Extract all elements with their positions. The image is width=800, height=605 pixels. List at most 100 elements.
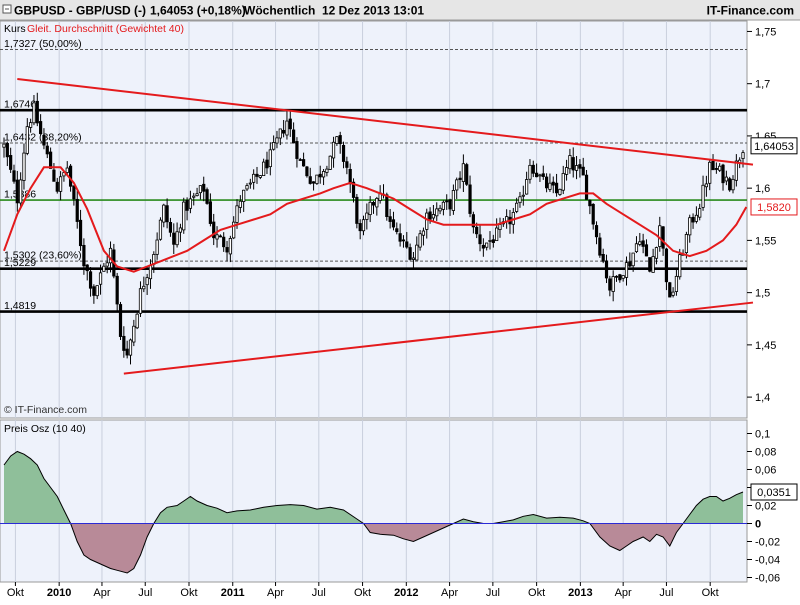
candle-body	[471, 214, 475, 228]
candle-body	[285, 120, 289, 136]
candle-body	[641, 240, 645, 247]
osc-y-tick-label: 0,06	[755, 465, 776, 477]
candle-body	[654, 247, 659, 259]
candle-body	[574, 165, 579, 171]
candle-body	[295, 141, 299, 159]
y-tick-label: 1,6	[755, 183, 770, 195]
y-tick-label: 1,5	[755, 288, 770, 300]
candle-body	[278, 128, 282, 139]
y-tick-label: 1,7	[755, 79, 770, 91]
candle-body	[72, 185, 76, 200]
candle-body	[721, 164, 725, 184]
candle-body	[458, 177, 462, 180]
osc-y-tick-label: -0,06	[755, 573, 780, 585]
x-tick-label: 2010	[47, 587, 71, 599]
candle-body	[222, 236, 226, 248]
candle-body	[82, 244, 86, 267]
candle-body	[455, 179, 459, 191]
candle-body	[431, 214, 436, 219]
y-tick-label: 1,4	[755, 392, 770, 404]
candle-body	[528, 164, 532, 180]
candle-body	[49, 151, 53, 169]
candle-body	[2, 143, 6, 148]
candle-body	[691, 216, 695, 223]
candle-body	[631, 252, 635, 267]
candle-body	[611, 276, 615, 292]
level-label: 1,7327 (50,00%)	[4, 38, 82, 50]
candle-body	[311, 181, 316, 184]
candle-body	[305, 166, 309, 177]
candle-body	[65, 167, 69, 173]
oscillator-last-badge	[750, 483, 798, 501]
candle-body	[125, 348, 129, 356]
x-tick-label: Apr	[267, 587, 284, 599]
candle-body	[35, 100, 39, 124]
candle-body	[338, 135, 342, 145]
candle-body	[544, 176, 549, 189]
candle-body	[235, 205, 239, 223]
candle-body	[584, 174, 589, 200]
legend-kurs-label: Kurs	[4, 23, 26, 35]
candle-body	[741, 152, 745, 159]
candle-body	[265, 159, 269, 169]
candle-body	[105, 262, 109, 267]
candle-body	[345, 161, 349, 168]
oscillator-grid	[14, 420, 711, 582]
level-label: 1,5229	[4, 257, 36, 269]
candle-body	[445, 200, 449, 203]
candle-body	[465, 164, 469, 185]
x-tick-label: Okt	[528, 587, 545, 599]
candle-body	[385, 194, 389, 217]
header-price: 1,64053 (+0,18%)	[150, 4, 246, 18]
candle-body	[158, 219, 163, 240]
candle-body	[475, 226, 479, 235]
candle-body	[538, 174, 542, 177]
candle-body	[55, 181, 59, 192]
level-label: 1,5302 (23,60%)	[4, 250, 82, 262]
watermark: © IT-Finance.com	[4, 404, 87, 416]
trend-lines	[17, 77, 754, 375]
candle-body	[255, 173, 259, 177]
candle-body	[375, 198, 379, 208]
candle-body	[351, 181, 356, 198]
candle-body	[12, 170, 16, 182]
candle-body	[578, 164, 582, 169]
candle-body	[408, 247, 412, 260]
candle-body	[651, 256, 655, 273]
candle-body	[178, 227, 183, 233]
chart-settings-icon[interactable]	[2, 4, 12, 14]
candle-body	[172, 232, 176, 245]
candle-body	[634, 243, 639, 253]
candle-body	[561, 173, 565, 191]
candle-body	[315, 174, 319, 184]
candle-body	[554, 182, 559, 194]
candle-body	[718, 165, 722, 171]
candle-body	[564, 167, 569, 175]
candle-body	[268, 149, 272, 168]
osc-y-tick-label: 0	[755, 519, 761, 531]
osc-y-tick-label: 0,08	[755, 447, 776, 459]
candle-body	[441, 201, 446, 210]
candle-body	[19, 179, 23, 204]
x-tick-label: 2012	[394, 587, 418, 599]
candle-body	[714, 168, 718, 170]
osc-y-tick-label: -0,04	[755, 555, 780, 567]
osc-y-tick-label: 0,02	[755, 501, 776, 513]
ma-badge	[750, 198, 798, 216]
candle-body	[724, 176, 728, 182]
candle-body	[531, 164, 535, 174]
header-datetime: 12 Dez 2013 13:01	[322, 4, 424, 18]
candle-body	[588, 200, 592, 207]
oscillator-area	[0, 450, 747, 574]
candle-body	[282, 129, 286, 134]
candle-body	[648, 257, 652, 272]
candle-body	[9, 155, 13, 170]
candle-body	[518, 196, 522, 204]
candle-body	[638, 241, 642, 245]
candle-body	[232, 221, 236, 239]
candle-body	[165, 205, 169, 223]
candle-body	[624, 262, 629, 278]
x-tick-label: Jul	[486, 587, 500, 599]
candle-body	[525, 179, 529, 195]
